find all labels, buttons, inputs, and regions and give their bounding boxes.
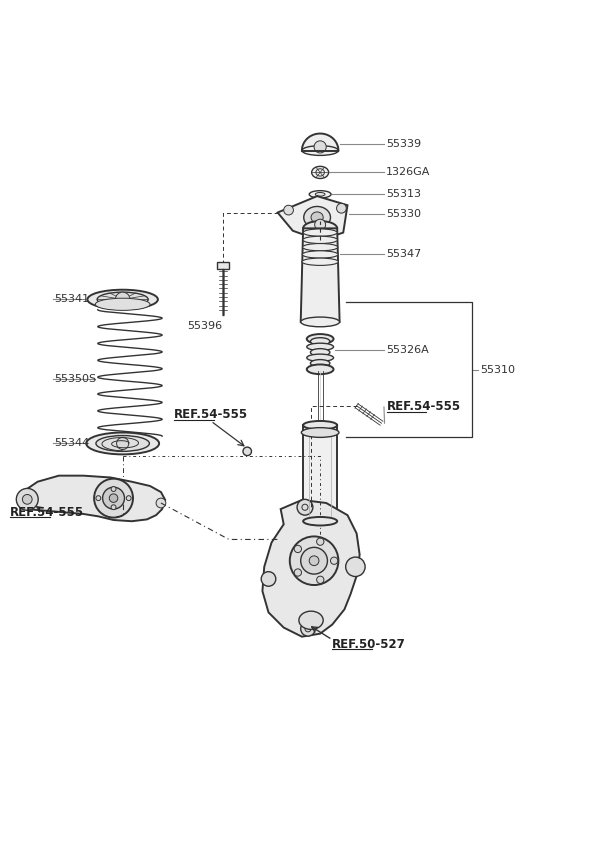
- Text: 55347: 55347: [386, 248, 421, 259]
- Ellipse shape: [302, 251, 338, 258]
- Ellipse shape: [315, 192, 325, 196]
- Polygon shape: [301, 228, 339, 322]
- Circle shape: [109, 494, 118, 502]
- Circle shape: [301, 622, 315, 636]
- Circle shape: [243, 447, 251, 455]
- Text: 55396: 55396: [187, 321, 222, 331]
- Polygon shape: [303, 425, 337, 522]
- Text: 55344: 55344: [55, 438, 90, 449]
- Circle shape: [111, 505, 116, 510]
- Ellipse shape: [314, 141, 326, 153]
- Ellipse shape: [307, 334, 333, 343]
- Circle shape: [22, 494, 32, 505]
- Ellipse shape: [307, 365, 333, 374]
- Ellipse shape: [96, 436, 150, 451]
- Text: 55341: 55341: [55, 294, 90, 304]
- Ellipse shape: [311, 212, 323, 223]
- Ellipse shape: [95, 298, 150, 310]
- Ellipse shape: [303, 221, 337, 236]
- Circle shape: [96, 496, 101, 500]
- Text: 55313: 55313: [386, 189, 421, 199]
- Circle shape: [294, 569, 301, 576]
- Circle shape: [301, 547, 328, 574]
- Ellipse shape: [303, 229, 337, 237]
- Circle shape: [111, 487, 116, 492]
- Ellipse shape: [87, 290, 158, 310]
- Circle shape: [103, 488, 124, 509]
- Circle shape: [315, 220, 326, 230]
- Ellipse shape: [303, 421, 337, 429]
- Ellipse shape: [302, 243, 338, 251]
- Text: 55350S: 55350S: [55, 374, 97, 384]
- Circle shape: [330, 557, 338, 565]
- Circle shape: [297, 499, 313, 515]
- Circle shape: [318, 538, 323, 543]
- Circle shape: [290, 537, 338, 585]
- Text: 1326GA: 1326GA: [386, 167, 430, 177]
- Circle shape: [156, 498, 166, 508]
- Ellipse shape: [86, 432, 159, 455]
- Text: REF.54-555: REF.54-555: [174, 409, 248, 421]
- Circle shape: [294, 545, 301, 553]
- Ellipse shape: [307, 354, 333, 361]
- Polygon shape: [262, 500, 360, 637]
- Circle shape: [317, 576, 324, 583]
- Circle shape: [284, 205, 293, 215]
- Ellipse shape: [97, 293, 148, 307]
- Text: 55339: 55339: [386, 139, 421, 149]
- Ellipse shape: [307, 343, 333, 350]
- Polygon shape: [217, 262, 229, 269]
- Ellipse shape: [302, 146, 338, 155]
- Ellipse shape: [310, 349, 330, 356]
- Circle shape: [126, 496, 131, 500]
- Ellipse shape: [304, 206, 330, 228]
- Text: 55310: 55310: [480, 365, 515, 375]
- Polygon shape: [307, 522, 333, 553]
- Text: REF.54-555: REF.54-555: [387, 400, 461, 414]
- Ellipse shape: [303, 517, 337, 526]
- Circle shape: [261, 572, 276, 586]
- Ellipse shape: [301, 317, 339, 326]
- Ellipse shape: [309, 191, 331, 198]
- Ellipse shape: [301, 427, 339, 438]
- Ellipse shape: [302, 258, 338, 265]
- Ellipse shape: [310, 360, 330, 367]
- Polygon shape: [278, 196, 347, 241]
- Ellipse shape: [299, 611, 323, 629]
- Polygon shape: [19, 476, 165, 522]
- Circle shape: [309, 555, 319, 566]
- Circle shape: [317, 538, 324, 545]
- Circle shape: [115, 293, 130, 307]
- Ellipse shape: [303, 237, 338, 243]
- Circle shape: [94, 478, 133, 517]
- Text: REF.50-527: REF.50-527: [332, 638, 406, 651]
- Ellipse shape: [310, 338, 330, 345]
- Ellipse shape: [312, 166, 329, 178]
- Circle shape: [346, 557, 365, 577]
- Text: 55330: 55330: [386, 209, 421, 220]
- Circle shape: [314, 534, 326, 547]
- Circle shape: [336, 204, 346, 213]
- Circle shape: [16, 488, 38, 510]
- Circle shape: [116, 438, 129, 449]
- Text: 55326A: 55326A: [386, 345, 429, 354]
- Text: REF.54-555: REF.54-555: [10, 505, 84, 519]
